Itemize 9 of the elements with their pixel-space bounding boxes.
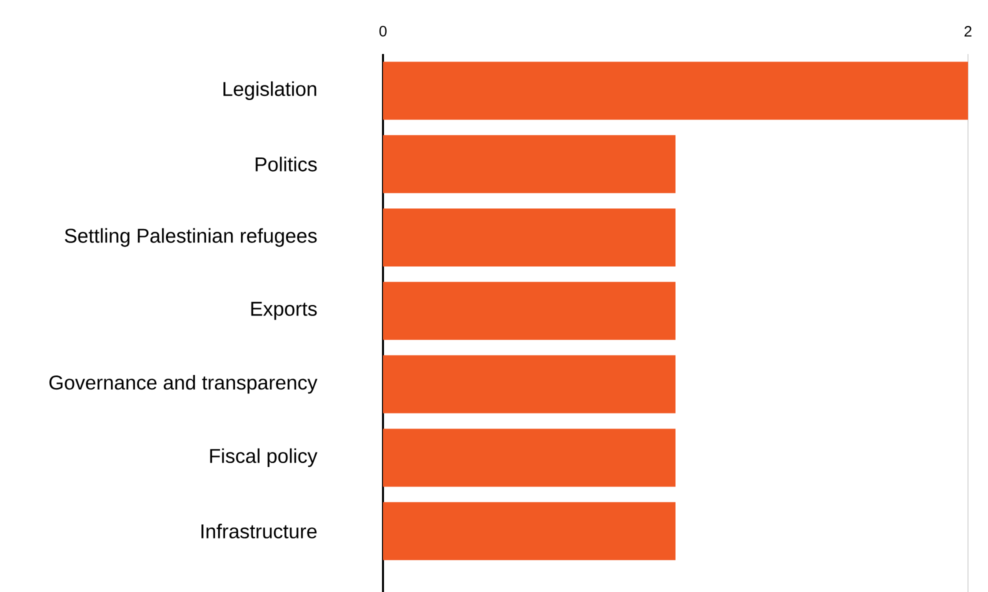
y-tick-label: Infrastructure: [202, 524, 317, 538]
y-tick-label: Settling Palestinian refugees: [64, 228, 317, 247]
y-tick-label: Fiscal policy: [210, 448, 318, 468]
y-tick-label: Exports: [251, 302, 317, 320]
x-tick-label: 0: [379, 26, 387, 36]
y-tick-label: Legislation: [223, 81, 316, 100]
y-tick-label: Governance and transparency: [49, 374, 318, 394]
y-tick-label: Politics: [256, 156, 317, 172]
x-tick-label: 2: [964, 26, 972, 36]
